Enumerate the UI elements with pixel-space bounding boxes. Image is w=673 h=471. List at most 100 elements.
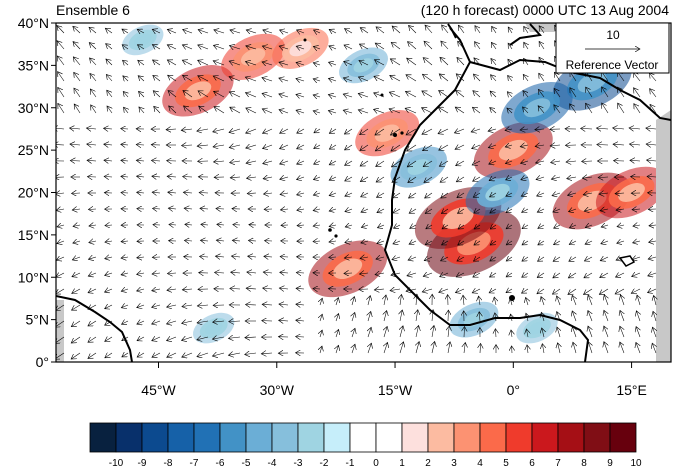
wind-vector — [56, 128, 65, 129]
wind-vector — [425, 241, 433, 245]
wind-vector — [297, 193, 305, 195]
wind-vector — [523, 107, 529, 114]
wind-vector — [409, 241, 417, 244]
wind-vector — [505, 145, 513, 147]
wind-vector — [153, 208, 161, 209]
wind-vector — [229, 46, 241, 49]
wind-vector — [56, 209, 65, 211]
wind-vector — [152, 45, 161, 49]
wind-vector — [183, 30, 193, 34]
wind-vector — [442, 241, 449, 245]
wind-vector — [521, 161, 529, 163]
wind-vector — [632, 257, 641, 260]
wind-vector — [617, 87, 625, 98]
wind-vector — [416, 294, 417, 306]
wind-vector — [121, 257, 129, 258]
wind-vector — [329, 62, 337, 65]
wind-vector — [552, 288, 561, 294]
wind-vector — [297, 177, 305, 180]
wind-vector — [261, 353, 273, 354]
wind-vector — [458, 25, 465, 34]
wind-vector — [647, 176, 657, 177]
reference-vector-frame — [555, 22, 670, 74]
colorbar-swatch — [245, 422, 273, 453]
wind-vector — [542, 328, 544, 338]
wind-vector — [632, 273, 641, 277]
wind-vector — [479, 312, 480, 322]
wind-vector — [491, 75, 497, 82]
wind-vector — [121, 289, 129, 291]
wind-vector — [264, 193, 273, 194]
wind-vector — [441, 193, 449, 198]
wind-vector — [602, 87, 609, 98]
wind-vector — [246, 108, 257, 114]
wind-vector — [505, 161, 513, 164]
wind-vector — [71, 352, 81, 359]
wind-vector — [314, 145, 321, 149]
wind-vector — [214, 30, 225, 33]
wind-vector — [494, 297, 496, 306]
wind-vector — [57, 225, 65, 227]
wind-vector — [458, 209, 465, 213]
wind-vector — [573, 342, 576, 354]
wind-vector — [392, 176, 401, 182]
wind-vectors — [56, 25, 657, 360]
wind-vector — [489, 177, 497, 181]
wind-vector — [480, 343, 481, 354]
wind-vector — [245, 93, 257, 97]
wind-vector — [329, 193, 337, 196]
wind-vector — [422, 128, 433, 134]
anomaly-contour — [374, 124, 400, 142]
wind-vector — [154, 106, 161, 114]
wind-vector — [455, 107, 465, 114]
colorbar: -10 -9 -8 -7 -6 -5 -4 -3 -2 -1 0 1 2 3 4 5 6 7 8 9 10 — [89, 422, 642, 469]
wind-vector — [262, 304, 273, 305]
wind-vector — [90, 89, 97, 98]
wind-vector — [422, 289, 433, 292]
wind-vector — [153, 60, 161, 65]
wind-vector — [296, 110, 305, 113]
reference-vector-value: 10 — [606, 28, 620, 42]
wind-vector — [246, 305, 257, 306]
wind-vector — [384, 311, 387, 322]
wind-vector — [296, 62, 305, 65]
colorbar-swatch — [453, 422, 481, 453]
wind-vector — [457, 257, 465, 261]
wind-vector — [56, 144, 65, 145]
wind-vector — [400, 342, 404, 354]
wind-vector — [416, 310, 418, 322]
wind-vector — [475, 26, 481, 34]
wind-vector — [138, 76, 145, 81]
wind-vector — [472, 107, 481, 114]
wind-vector — [313, 289, 321, 290]
wind-vector — [182, 45, 193, 49]
wind-vector — [407, 144, 417, 151]
wind-vector — [490, 209, 497, 213]
wind-vector — [617, 241, 625, 243]
wind-vector — [491, 58, 496, 66]
wind-vector — [329, 46, 337, 49]
wind-vector — [507, 92, 512, 97]
wind-vector — [455, 145, 465, 149]
wind-vector — [492, 26, 496, 34]
wind-vector — [522, 257, 529, 261]
wind-vector — [583, 193, 593, 195]
wind-vector — [279, 94, 289, 97]
wind-vector — [527, 345, 528, 354]
wind-vector — [231, 256, 241, 257]
wind-vector — [297, 30, 305, 33]
wind-vector — [604, 310, 608, 322]
wind-vector — [358, 77, 369, 81]
wind-vector — [407, 58, 417, 66]
wind-vector — [377, 209, 385, 213]
wind-vector — [488, 129, 497, 131]
wind-vector — [262, 78, 273, 81]
wind-vector — [653, 311, 656, 322]
wind-vector — [458, 225, 465, 229]
colorbar-label: -1 — [346, 458, 355, 469]
wind-vector — [422, 74, 433, 82]
colorbar-swatch — [479, 422, 507, 453]
wind-vector — [105, 241, 113, 242]
wind-vector — [296, 304, 305, 305]
wind-vector — [320, 330, 322, 338]
